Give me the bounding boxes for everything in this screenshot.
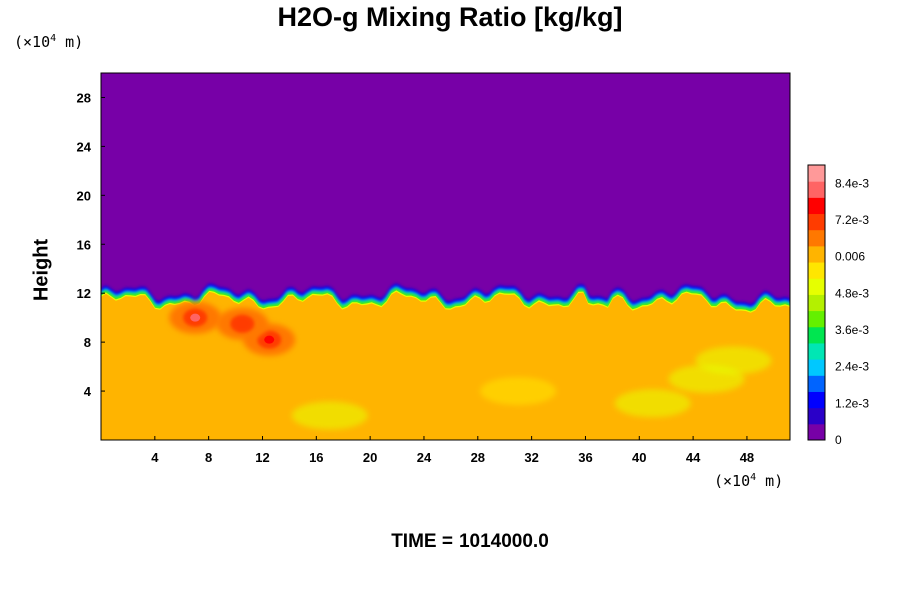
x-tick-label: 48	[740, 450, 754, 465]
colorbar-swatch	[808, 294, 825, 312]
x-tick-label: 8	[205, 450, 212, 465]
y-tick-label: 28	[77, 90, 91, 105]
colorbar-label: 7.2e-3	[835, 213, 869, 227]
colorbar-swatch	[808, 165, 825, 182]
colorbar-swatch	[808, 326, 825, 344]
y-axis-ticks: 4 8 12 16 20 24 28	[77, 90, 105, 399]
x-axis-unit: (×104 m)	[714, 472, 784, 490]
colorbar-label: 3.6e-3	[835, 323, 869, 337]
colorbar-swatch	[808, 245, 825, 263]
x-tick-label: 16	[309, 450, 323, 465]
colorbar-swatch	[808, 229, 825, 247]
x-tick-label: 28	[471, 450, 485, 465]
y-tick-label: 16	[77, 237, 91, 252]
colorbar-swatch	[808, 310, 825, 328]
y-axis-unit: (×104 m)	[14, 33, 84, 51]
y-tick-label: 12	[77, 286, 91, 301]
chart-title: H2O-g Mixing Ratio [kg/kg]	[277, 2, 623, 32]
time-label: TIME =	[391, 531, 453, 552]
moist-patch-core	[190, 313, 201, 322]
x-tick-label: 12	[255, 450, 269, 465]
x-tick-label: 24	[417, 450, 432, 465]
colorbar-swatch	[808, 375, 825, 392]
time-readout: TIME = 1014000.0	[0, 531, 900, 553]
colorbar-label: 0	[835, 433, 842, 447]
colorbar-label: 0.006	[835, 250, 865, 264]
y-tick-label: 20	[77, 188, 91, 203]
x-tick-label: 20	[363, 450, 377, 465]
moist-patch-core	[237, 319, 248, 328]
moisture-swirl	[614, 389, 691, 418]
colorbar-swatch	[808, 278, 825, 295]
colorbar-swatch	[808, 342, 825, 360]
colorbar-border	[807, 164, 826, 441]
x-axis-ticks: 4 8 12 16 20 24 28 32 36 40 44 48	[151, 436, 754, 465]
x-tick-label: 44	[686, 450, 701, 465]
colorbar-swatch	[808, 423, 825, 441]
x-tick-label: 4	[151, 450, 159, 465]
time-value: 1014000.0	[458, 531, 549, 552]
colorbar-swatch	[808, 359, 825, 376]
colorbar-swatch	[808, 181, 825, 198]
moist-patch-core	[264, 335, 275, 344]
y-tick-label: 4	[84, 384, 92, 399]
colorbar-swatch	[808, 391, 825, 409]
colorbar-swatch	[808, 262, 825, 279]
x-tick-label: 40	[632, 450, 646, 465]
y-tick-label: 8	[84, 335, 91, 350]
moisture-swirl	[480, 377, 557, 406]
colorbar: 0 1.2e-3 2.4e-3 3.6e-3 4.8e-3 0.006 7.2e-3 8.4e…	[807, 164, 869, 447]
colorbar-swatch	[808, 213, 825, 231]
colorbar-swatch	[808, 407, 825, 425]
plot-area	[101, 73, 790, 440]
x-tick-label: 32	[524, 450, 538, 465]
x-tick-label: 36	[578, 450, 592, 465]
moisture-swirl	[695, 346, 772, 375]
colorbar-label: 1.2e-3	[835, 396, 869, 410]
moisture-swirl	[291, 401, 368, 430]
colorbar-label: 8.4e-3	[835, 176, 869, 190]
plot-border	[100, 72, 791, 441]
colorbar-label: 2.4e-3	[835, 360, 869, 374]
colorbar-swatch	[808, 197, 825, 215]
y-tick-label: 24	[77, 139, 92, 154]
colorbar-label: 4.8e-3	[835, 286, 869, 300]
